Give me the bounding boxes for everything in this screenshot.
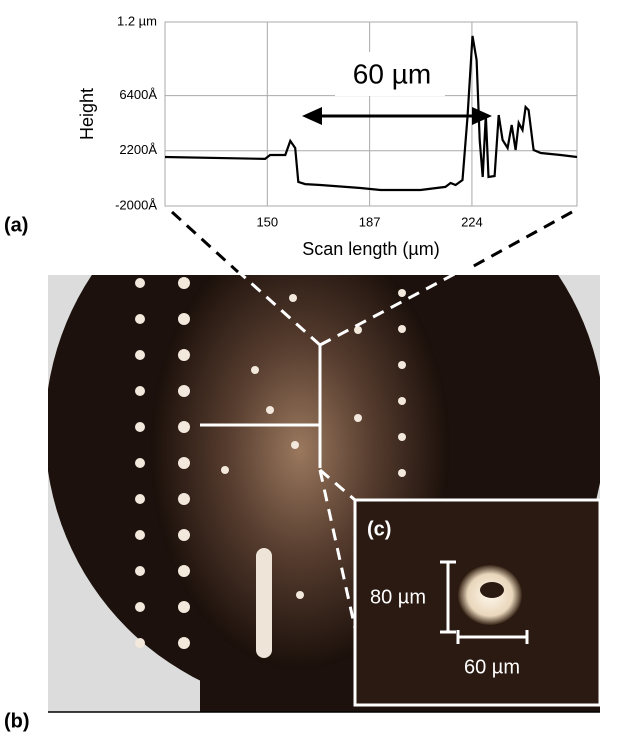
x-tick-label: 187 [359,214,381,229]
dot [178,493,190,505]
panel-label: (c) [367,518,391,540]
dot [178,385,190,397]
dot [178,565,190,577]
dot [354,326,362,334]
dot [354,414,362,422]
dot [398,433,406,441]
dot [135,314,145,324]
dot [135,458,145,468]
dot [178,349,190,361]
dot [135,494,145,504]
dot [251,366,259,374]
dot [178,313,190,325]
dot [178,529,190,541]
scale-label: 60 µm [464,656,520,678]
figure: (c) 80 µm 60 µm (a) (b) Scan length (µm)… [0,0,621,736]
y-tick-label: 6400Å [119,87,157,102]
dot [178,277,190,289]
dot [291,441,299,449]
x-tick-label: 224 [461,214,483,229]
scale-label: 80 µm [370,586,426,608]
plot-frame [165,22,577,206]
y-tick-label: 1.2 µm [117,13,157,28]
plot: 1.2 µm 6400Å 2200Å -2000Å 150 187 224 60 µm [115,13,577,229]
dot [135,350,145,360]
y-tick-label: 2200Å [119,142,157,157]
y-axis-label: Height [77,88,97,140]
x-tick-label: 150 [256,214,278,229]
dot [178,601,190,613]
dot [135,386,145,396]
dot [398,361,406,369]
dot [221,466,229,474]
dot [135,602,145,612]
dot [135,422,145,432]
panel-label: (b) [4,710,30,732]
dot [178,457,190,469]
dot [135,278,145,288]
dot [135,566,145,576]
annotation: 60 µm [353,58,431,89]
dot [398,397,406,405]
inset: (c) 80 µm 60 µm [355,500,600,705]
dot [135,638,145,648]
y-tick-label: -2000Å [115,197,157,212]
panel-label: (a) [4,214,28,236]
dot [135,530,145,540]
x-axis-label: Scan length (µm) [302,239,439,259]
dot [398,469,406,477]
dot [178,637,190,649]
dot [398,289,406,297]
dot [398,325,406,333]
dot [296,591,304,599]
dot [178,421,190,433]
dot [289,294,297,302]
dot [266,406,274,414]
